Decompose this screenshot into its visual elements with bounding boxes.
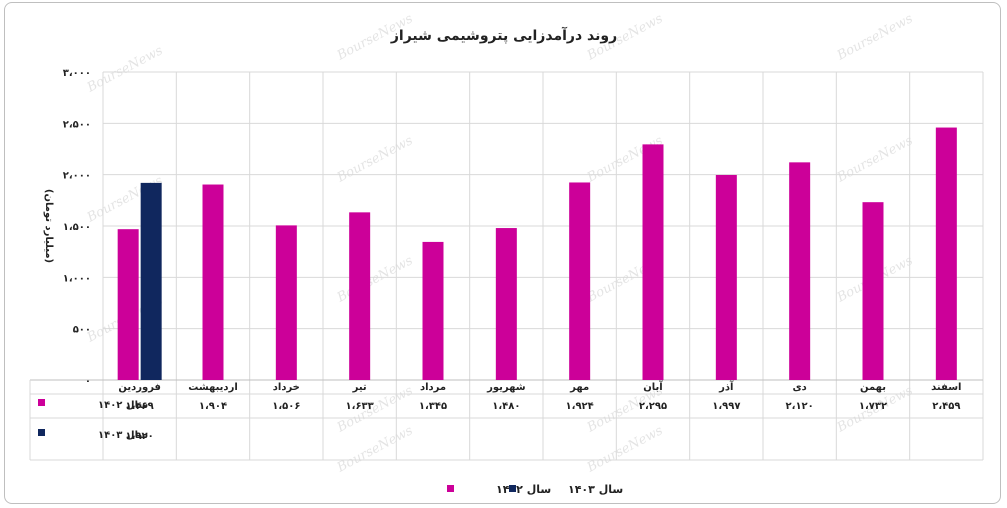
- table-value-1402: ۱،۷۳۲: [859, 401, 887, 412]
- y-tick-label: ۰: [85, 376, 91, 387]
- category-label: فروردین: [118, 382, 161, 393]
- category-label: خرداد: [273, 382, 300, 393]
- bar-1402: [202, 184, 224, 380]
- category-label: بهمن: [860, 382, 886, 393]
- bar-1402: [642, 144, 664, 380]
- bar-1402: [789, 162, 811, 380]
- bar-1402: [275, 225, 297, 380]
- table-value-1402: ۲،۱۲۰: [786, 401, 814, 412]
- chart-title: روند درآمدزایی پتروشیمی شیراز: [390, 26, 617, 44]
- table-value-1402: ۱،۹۰۴: [199, 401, 227, 412]
- y-tick-label: ۳،۰۰۰: [63, 68, 91, 79]
- category-label: تیر: [352, 382, 367, 393]
- table-value-1402: ۱،۹۲۴: [566, 401, 594, 412]
- y-tick-label: ۵۰۰: [73, 325, 91, 336]
- table-value-1402: ۱،۳۴۵: [419, 401, 447, 412]
- category-label: آذر: [718, 380, 734, 393]
- bar-1403: [140, 182, 162, 380]
- legend-swatch-1403: [509, 485, 516, 492]
- category-label: دی: [793, 382, 807, 393]
- watermark-text: BourseNews: [84, 43, 166, 96]
- category-label: اسفند: [931, 382, 961, 393]
- bar-1402: [569, 182, 591, 380]
- watermark-text: BourseNews: [834, 133, 916, 186]
- y-tick-label: ۱،۰۰۰: [63, 273, 91, 284]
- category-label: مرداد: [420, 382, 446, 393]
- legend-label-1402: سال ۱۴۰۲: [496, 483, 551, 496]
- legend-swatch-1402: [447, 485, 454, 492]
- table-key-1402: [38, 399, 45, 406]
- legend-label-1403: سال ۱۴۰۳: [568, 483, 623, 496]
- bar-1402: [349, 212, 371, 380]
- bar-1402: [422, 241, 444, 380]
- table-series-name-1403: سال ۱۴۰۳: [98, 430, 148, 441]
- y-tick-label: ۲،۵۰۰: [63, 119, 91, 130]
- y-tick-label: ۲،۰۰۰: [63, 171, 91, 182]
- watermark-text: BourseNews: [334, 133, 416, 186]
- table-value-1403: ۱،۹۲۰: [126, 431, 154, 442]
- category-label: شهریور: [486, 382, 526, 393]
- y-axis-label: (میلیارد تومان): [43, 189, 54, 263]
- table-value-1402: ۲،۴۵۹: [932, 401, 960, 412]
- bar-1402: [862, 202, 884, 380]
- bar-1402: [495, 228, 517, 380]
- category-label: آبان: [643, 380, 663, 393]
- category-label: اردیبهشت: [188, 382, 238, 393]
- table-series-name-1402: سال ۱۴۰۲: [98, 400, 148, 411]
- watermark-text: BourseNews: [334, 253, 416, 306]
- watermark-text: BourseNews: [834, 11, 916, 64]
- table-value-1402: ۲،۲۹۵: [639, 401, 667, 412]
- table-key-1403: [38, 429, 45, 436]
- y-tick-label: ۱،۵۰۰: [63, 222, 91, 233]
- table-value-1402: ۱،۶۳۳: [346, 401, 374, 412]
- table-value-1402: ۱،۵۰۶: [272, 401, 300, 412]
- table-value-1402: ۱،۹۹۷: [712, 401, 740, 412]
- bar-1402: [117, 229, 139, 380]
- category-label: مهر: [569, 382, 589, 393]
- table-value-1402: ۱،۴۸۰: [492, 401, 520, 412]
- bar-1402: [715, 174, 737, 380]
- table-value-1402: ۱،۴۶۹: [126, 401, 154, 412]
- bar-1402: [935, 127, 957, 380]
